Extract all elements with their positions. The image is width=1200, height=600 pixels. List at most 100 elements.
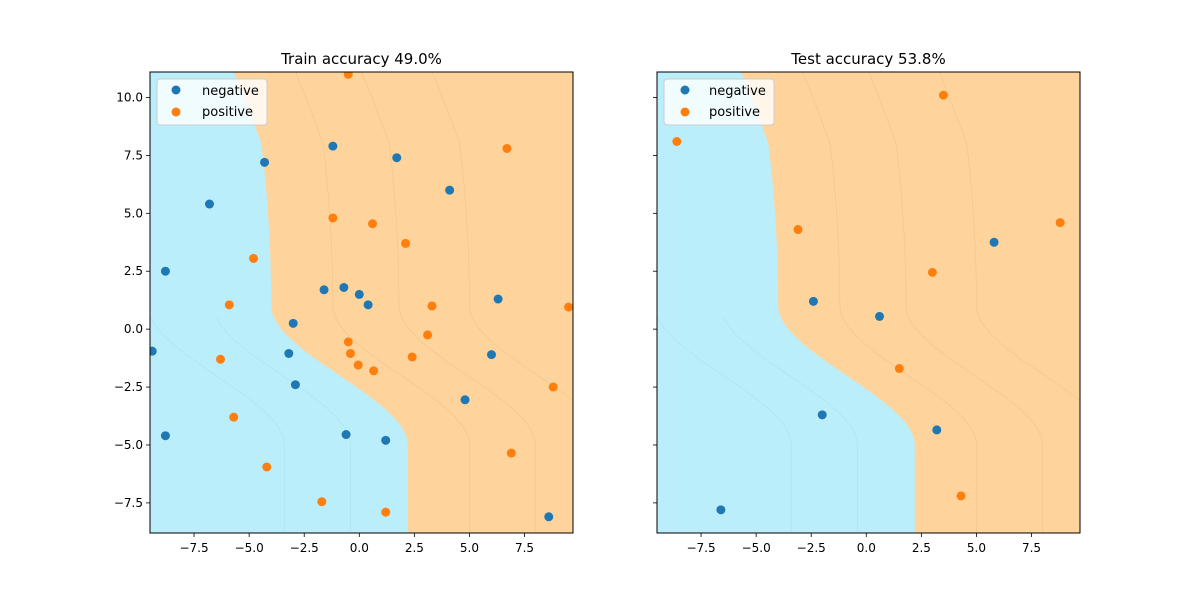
positive-point <box>249 253 259 263</box>
negative-point <box>160 266 170 276</box>
test-legend: negative positive <box>663 78 775 126</box>
negative-point <box>204 199 214 209</box>
contour-line <box>802 72 977 533</box>
negative-point <box>319 285 329 295</box>
test-y-axis <box>653 97 657 504</box>
negative-point <box>875 311 885 321</box>
train-legend-box <box>156 78 268 126</box>
negative-point <box>341 430 351 440</box>
positive-point <box>423 330 433 340</box>
negative-point <box>339 282 349 292</box>
test-legend-positive-marker <box>680 107 690 117</box>
positive-point <box>927 267 937 277</box>
x-tick-label: −2.5 <box>797 541 826 555</box>
negative-point <box>290 380 300 390</box>
train-legend: negative positive <box>156 78 268 126</box>
negative-point <box>808 296 818 306</box>
y-tick-label: 7.5 <box>124 148 143 162</box>
y-tick-label: −7.5 <box>114 496 143 510</box>
positive-point <box>502 143 512 153</box>
x-tick-label: 0.0 <box>350 541 369 555</box>
positive-point <box>548 382 558 392</box>
negative-point <box>716 505 726 515</box>
positive-point <box>1055 218 1065 228</box>
negative-point <box>363 300 373 310</box>
test-legend-positive-label: positive <box>709 105 760 120</box>
y-tick-label: 2.5 <box>124 264 143 278</box>
contour-line <box>150 317 285 533</box>
y-tick-label: 0.0 <box>124 322 143 336</box>
positive-point <box>793 225 803 235</box>
y-tick-label: 10.0 <box>116 90 143 104</box>
negative-point <box>544 512 554 522</box>
positive-point <box>894 364 904 374</box>
x-tick-label: −5.0 <box>235 541 264 555</box>
negative-point <box>460 395 470 405</box>
negative-point <box>486 350 496 360</box>
train-y-axis: −7.5 −5.0 −2.5 0.0 2.5 5.0 7.5 10.0 <box>114 90 150 510</box>
test-contours <box>657 72 1080 533</box>
positive-point <box>407 352 417 362</box>
x-tick-label: −5.0 <box>742 541 771 555</box>
positive-point <box>224 300 234 310</box>
x-tick-label: 7.5 <box>1022 541 1041 555</box>
x-tick-label: −7.5 <box>686 541 715 555</box>
train-axes-frame <box>149 71 574 534</box>
train-contours <box>150 72 573 533</box>
negative-point <box>493 294 503 304</box>
negative-point <box>328 141 338 151</box>
positive-point <box>262 462 272 472</box>
train-legend-positive-marker <box>171 107 181 117</box>
x-tick-label: 0.0 <box>857 541 876 555</box>
positive-point <box>229 412 239 422</box>
negative-point <box>150 346 157 356</box>
negative-point <box>260 157 270 167</box>
y-tick-label: −5.0 <box>114 438 143 452</box>
contour-line <box>868 72 1043 533</box>
negative-point <box>354 289 364 299</box>
train-title: Train accuracy 49.0% <box>280 50 442 68</box>
negative-point <box>989 237 999 247</box>
positive-point <box>353 360 363 370</box>
test-title: Test accuracy 53.8% <box>790 50 945 68</box>
train-positive-region <box>233 72 573 533</box>
negative-point <box>932 425 942 435</box>
positive-point <box>345 348 355 358</box>
positive-point <box>343 72 353 79</box>
contour-line <box>938 72 1080 401</box>
test-points <box>672 90 1065 515</box>
train-legend-negative-marker <box>171 85 181 95</box>
test-axes-frame <box>656 71 1081 534</box>
positive-point <box>328 213 338 223</box>
test-legend-negative-marker <box>680 85 690 95</box>
positive-point <box>956 491 966 501</box>
x-tick-label: −7.5 <box>179 541 208 555</box>
negative-point <box>288 318 298 328</box>
test-panel: Test accuracy 53.8% −7.5 −5.0 −2.5 0.0 2.5 5.… <box>653 50 1081 555</box>
test-legend-box <box>663 78 775 126</box>
positive-point <box>938 90 948 100</box>
positive-point <box>401 238 411 248</box>
positive-point <box>427 301 437 311</box>
positive-point <box>216 354 225 364</box>
positive-point <box>368 219 378 229</box>
negative-point <box>817 410 827 420</box>
positive-point <box>369 366 379 376</box>
positive-point <box>343 337 353 347</box>
test-x-axis: −7.5 −5.0 −2.5 0.0 2.5 5.0 7.5 <box>686 533 1041 555</box>
negative-point <box>392 153 402 163</box>
positive-point <box>672 137 682 146</box>
x-tick-label: 2.5 <box>912 541 931 555</box>
y-tick-label: −2.5 <box>114 380 143 394</box>
contour-line <box>295 72 470 533</box>
x-tick-label: −2.5 <box>290 541 319 555</box>
x-tick-label: 5.0 <box>967 541 986 555</box>
negative-point <box>445 185 455 195</box>
test-plot-area <box>657 72 1080 533</box>
negative-point <box>160 431 170 441</box>
x-tick-label: 2.5 <box>405 541 424 555</box>
train-plot-area <box>150 72 573 533</box>
contour-line <box>431 72 573 401</box>
positive-point <box>564 302 573 312</box>
negative-point <box>284 348 294 358</box>
